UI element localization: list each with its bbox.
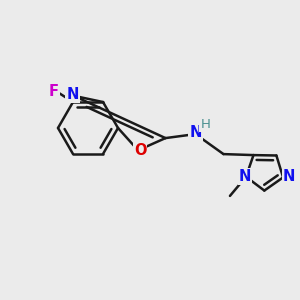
Text: H: H [200, 118, 210, 130]
Text: N: N [239, 169, 251, 184]
Text: F: F [49, 83, 59, 98]
Text: O: O [134, 143, 146, 158]
Text: N: N [283, 169, 295, 184]
Text: N: N [67, 87, 79, 102]
Text: N: N [189, 124, 202, 140]
